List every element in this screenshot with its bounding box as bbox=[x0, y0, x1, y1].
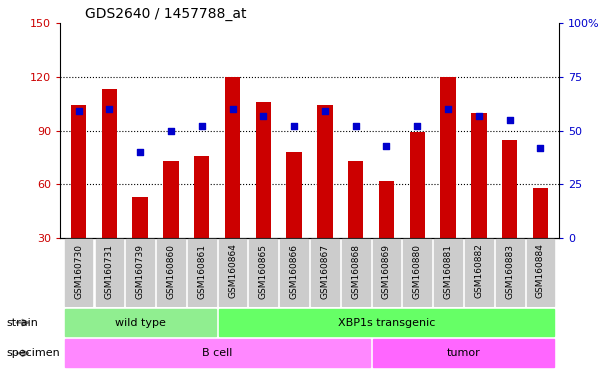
Point bbox=[320, 108, 330, 114]
Bar bbox=[65, 339, 370, 367]
Bar bbox=[311, 240, 339, 306]
Bar bbox=[526, 240, 554, 306]
Bar bbox=[249, 240, 277, 306]
Text: GSM160865: GSM160865 bbox=[259, 243, 268, 299]
Point bbox=[535, 145, 545, 151]
Text: GSM160739: GSM160739 bbox=[136, 243, 145, 299]
Point bbox=[505, 117, 514, 123]
Bar bbox=[532, 188, 548, 238]
Bar bbox=[373, 339, 554, 367]
Text: GSM160880: GSM160880 bbox=[413, 243, 422, 299]
Bar bbox=[132, 197, 148, 238]
Point bbox=[412, 123, 422, 129]
Text: GSM160882: GSM160882 bbox=[474, 243, 483, 298]
Text: wild type: wild type bbox=[115, 318, 166, 328]
Bar bbox=[471, 113, 487, 238]
Bar bbox=[348, 161, 364, 238]
Bar bbox=[225, 77, 240, 238]
Bar bbox=[102, 89, 117, 238]
Bar bbox=[219, 309, 554, 336]
Bar bbox=[71, 106, 87, 238]
Text: XBP1s transgenic: XBP1s transgenic bbox=[338, 318, 435, 328]
Text: tumor: tumor bbox=[447, 348, 480, 358]
Point bbox=[74, 108, 84, 114]
Bar bbox=[188, 240, 216, 306]
Bar bbox=[96, 240, 123, 306]
Point bbox=[258, 113, 268, 119]
Bar bbox=[287, 152, 302, 238]
Bar bbox=[255, 102, 271, 238]
Point bbox=[351, 123, 361, 129]
Text: GSM160881: GSM160881 bbox=[444, 243, 453, 299]
Text: GSM160868: GSM160868 bbox=[351, 243, 360, 299]
Text: B cell: B cell bbox=[202, 348, 233, 358]
Bar bbox=[465, 240, 493, 306]
Text: GSM160730: GSM160730 bbox=[74, 243, 83, 299]
Point bbox=[382, 142, 391, 149]
Bar bbox=[496, 240, 523, 306]
Bar bbox=[379, 181, 394, 238]
Bar bbox=[65, 240, 93, 306]
Bar bbox=[65, 309, 216, 336]
Bar bbox=[342, 240, 370, 306]
Bar bbox=[126, 240, 154, 306]
Point bbox=[166, 127, 175, 134]
Point bbox=[197, 123, 207, 129]
Bar bbox=[502, 139, 517, 238]
Point bbox=[228, 106, 237, 112]
Text: GSM160864: GSM160864 bbox=[228, 243, 237, 298]
Text: GSM160869: GSM160869 bbox=[382, 243, 391, 299]
Point bbox=[105, 106, 114, 112]
Point bbox=[289, 123, 299, 129]
Bar bbox=[157, 240, 185, 306]
Bar bbox=[410, 132, 425, 238]
Point bbox=[444, 106, 453, 112]
Bar bbox=[317, 106, 332, 238]
Text: GSM160866: GSM160866 bbox=[290, 243, 299, 299]
Text: strain: strain bbox=[6, 318, 38, 328]
Bar bbox=[403, 240, 431, 306]
Text: GDS2640 / 1457788_at: GDS2640 / 1457788_at bbox=[85, 7, 246, 21]
Text: GSM160867: GSM160867 bbox=[320, 243, 329, 299]
Bar bbox=[194, 156, 209, 238]
Point bbox=[135, 149, 145, 155]
Text: GSM160883: GSM160883 bbox=[505, 243, 514, 299]
Bar bbox=[280, 240, 308, 306]
Text: specimen: specimen bbox=[6, 348, 59, 358]
Text: GSM160731: GSM160731 bbox=[105, 243, 114, 299]
Bar bbox=[373, 240, 400, 306]
Point bbox=[474, 113, 484, 119]
Bar bbox=[219, 240, 246, 306]
Bar bbox=[441, 77, 456, 238]
Text: GSM160884: GSM160884 bbox=[536, 243, 545, 298]
Bar bbox=[163, 161, 178, 238]
Text: GSM160860: GSM160860 bbox=[166, 243, 175, 299]
Text: GSM160861: GSM160861 bbox=[197, 243, 206, 299]
Bar bbox=[435, 240, 462, 306]
